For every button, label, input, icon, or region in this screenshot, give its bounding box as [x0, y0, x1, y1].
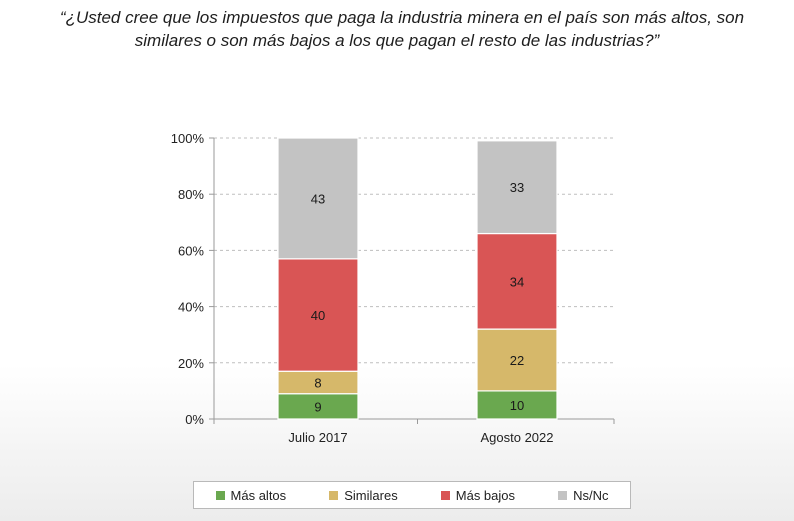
data-label: 9 [314, 399, 321, 414]
legend-label: Ns/Nc [573, 487, 609, 503]
legend-label: Más altos [230, 487, 287, 503]
data-label: 22 [510, 353, 524, 368]
legend-swatch [558, 490, 568, 500]
legend-item: Más bajos [440, 487, 516, 503]
data-label: 43 [311, 191, 325, 206]
data-label: 10 [510, 398, 524, 413]
y-tick-label: 20% [178, 356, 204, 371]
legend-label: Más bajos [455, 487, 516, 503]
legend-swatch [440, 490, 450, 500]
question-line-2: similares o son más bajos a los que paga… [134, 31, 660, 50]
bar-segment [476, 140, 558, 235]
question-line-1: “¿Usted cree que los impuestos que paga … [59, 8, 745, 27]
bar-segment [277, 137, 359, 260]
data-label: 40 [311, 308, 325, 323]
legend-item: Similares [329, 487, 398, 503]
legend-swatch [329, 490, 339, 500]
bar-segment [476, 390, 558, 420]
y-tick-label: 40% [178, 300, 204, 315]
legend-item: Ns/Nc [558, 488, 608, 503]
y-tick-label: 60% [178, 243, 204, 258]
data-label: 8 [314, 375, 321, 390]
chart-legend: Más altos Similares Más bajos Ns/Nc [193, 481, 631, 509]
x-category-label: Julio 2017 [288, 430, 347, 445]
y-tick-label: 0% [185, 412, 204, 427]
question-title: “¿Usted cree que los impuestos que paga … [0, 6, 794, 52]
bar-segment [476, 232, 558, 330]
bar-segment [476, 328, 558, 392]
legend-label: Similares [344, 487, 398, 503]
stacked-bar-chart: 0% 20% 40% 60% 80% 100% 9 8 40 43 Julio 2017 10 22 34… [171, 131, 615, 445]
y-tick-label: 80% [178, 187, 204, 202]
legend-swatch [215, 490, 225, 500]
y-tick-label: 100% [171, 131, 205, 146]
data-label: 33 [510, 180, 524, 195]
data-label: 34 [510, 274, 524, 289]
legend-item: Más altos [215, 487, 287, 503]
x-category-label: Agosto 2022 [480, 430, 553, 445]
